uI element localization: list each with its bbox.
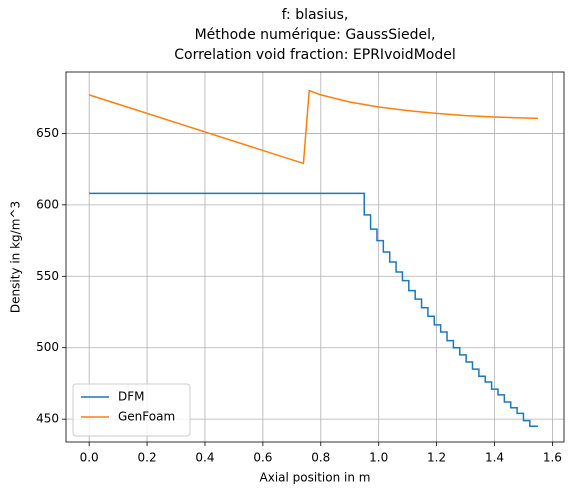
y-tick-label: 500 xyxy=(36,340,59,354)
x-tick-label: 1.4 xyxy=(485,451,504,465)
x-tick-label: 1.0 xyxy=(369,451,388,465)
x-tick-label: 1.6 xyxy=(543,451,562,465)
plot-frame xyxy=(65,71,565,443)
y-tick-label: 550 xyxy=(36,269,59,283)
x-tick-label: 0.2 xyxy=(138,451,157,465)
series-line xyxy=(89,192,538,428)
title-line: Méthode numérique: GaussSiedel, xyxy=(195,27,436,43)
x-tick-label: 0.4 xyxy=(195,451,214,465)
chart-title: f: blasius, Méthode numérique: GaussSiede… xyxy=(174,7,455,63)
x-axis-label: Axial position in m xyxy=(260,471,371,485)
title-line: Correlation void fraction: EPRIvoidModel xyxy=(174,47,455,63)
title-line: f: blasius, xyxy=(282,7,349,23)
legend-label: DFM xyxy=(118,390,145,404)
x-tick-label: 1.2 xyxy=(427,451,446,465)
legend-label: GenFoam xyxy=(118,410,175,424)
y-tick-label: 450 xyxy=(36,412,59,426)
y-tick-label: 650 xyxy=(36,126,59,140)
series-line xyxy=(88,89,538,165)
x-tick-label: 0.8 xyxy=(311,451,330,465)
x-tick-label: 0.6 xyxy=(253,451,272,465)
y-axis-label: Density in kg/m^3 xyxy=(9,201,23,313)
y-tick-label: 600 xyxy=(36,197,59,211)
x-tick-label: 0.0 xyxy=(80,451,99,465)
